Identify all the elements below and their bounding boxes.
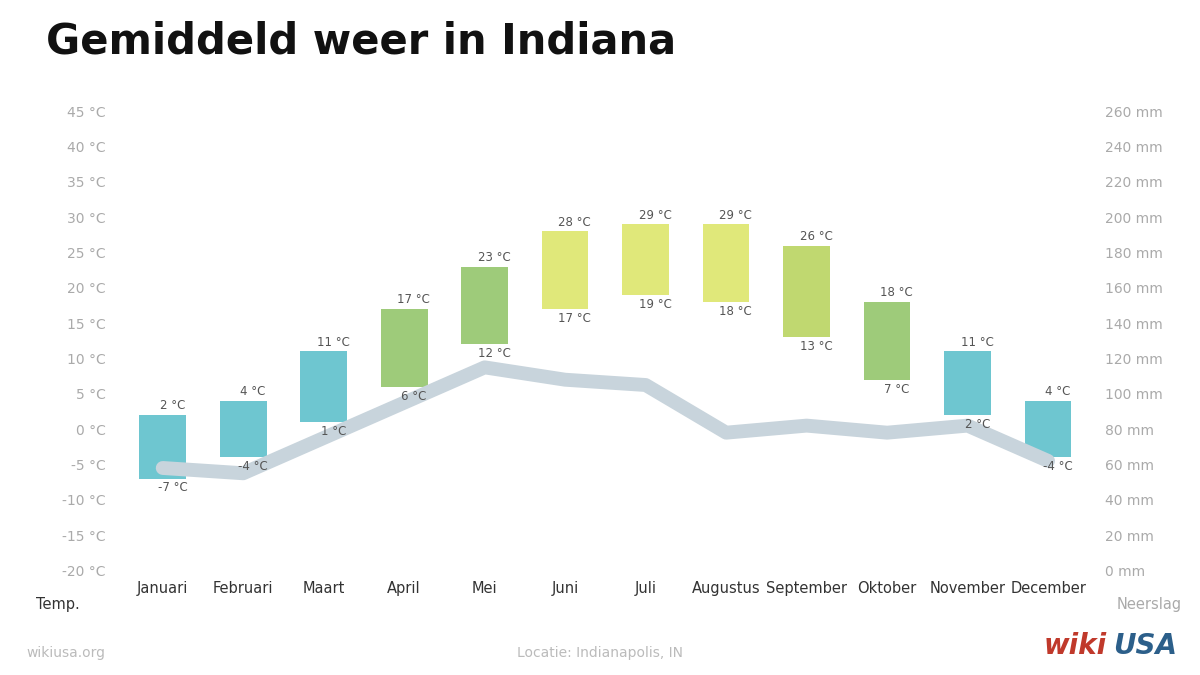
Bar xyxy=(380,309,427,387)
Bar xyxy=(542,232,588,309)
Bar xyxy=(220,401,266,458)
Bar xyxy=(1025,401,1072,458)
Text: 11 °C: 11 °C xyxy=(961,335,994,349)
Text: 13 °C: 13 °C xyxy=(800,340,833,353)
Text: 17 °C: 17 °C xyxy=(397,293,431,306)
Text: wiki: wiki xyxy=(1044,632,1108,660)
Text: 4 °C: 4 °C xyxy=(240,385,265,398)
Text: USA: USA xyxy=(1114,632,1177,660)
Text: Gemiddeld weer in Indiana: Gemiddeld weer in Indiana xyxy=(46,20,676,62)
Text: 12 °C: 12 °C xyxy=(478,347,511,360)
Text: 28 °C: 28 °C xyxy=(558,215,592,229)
Text: Locatie: Indianapolis, IN: Locatie: Indianapolis, IN xyxy=(517,646,683,660)
Text: 17 °C: 17 °C xyxy=(558,312,592,325)
Text: 4 °C: 4 °C xyxy=(1045,385,1070,398)
Text: -4 °C: -4 °C xyxy=(1043,460,1073,473)
Bar xyxy=(139,415,186,479)
Text: 29 °C: 29 °C xyxy=(638,209,672,221)
Bar xyxy=(461,267,508,344)
Text: Temp.: Temp. xyxy=(36,597,79,612)
Text: -4 °C: -4 °C xyxy=(238,460,268,473)
Text: wikiusa.org: wikiusa.org xyxy=(26,646,106,660)
Text: 2 °C: 2 °C xyxy=(965,418,990,431)
Text: 18 °C: 18 °C xyxy=(881,286,913,299)
Text: 23 °C: 23 °C xyxy=(478,251,511,264)
Text: 26 °C: 26 °C xyxy=(800,230,833,243)
Bar xyxy=(864,302,911,380)
Text: -7 °C: -7 °C xyxy=(157,481,187,494)
Bar xyxy=(703,224,750,302)
Bar xyxy=(623,224,668,295)
Text: 29 °C: 29 °C xyxy=(719,209,752,221)
Bar xyxy=(300,352,347,422)
Bar xyxy=(784,246,830,338)
Text: 7 °C: 7 °C xyxy=(884,383,910,396)
Bar xyxy=(944,352,991,415)
Text: 18 °C: 18 °C xyxy=(720,305,752,318)
Text: 19 °C: 19 °C xyxy=(638,298,672,310)
Text: Neerslag: Neerslag xyxy=(1117,597,1182,612)
Text: 11 °C: 11 °C xyxy=(317,335,349,349)
Text: 6 °C: 6 °C xyxy=(401,389,426,402)
Text: 2 °C: 2 °C xyxy=(160,399,185,412)
Text: 1 °C: 1 °C xyxy=(320,425,346,438)
